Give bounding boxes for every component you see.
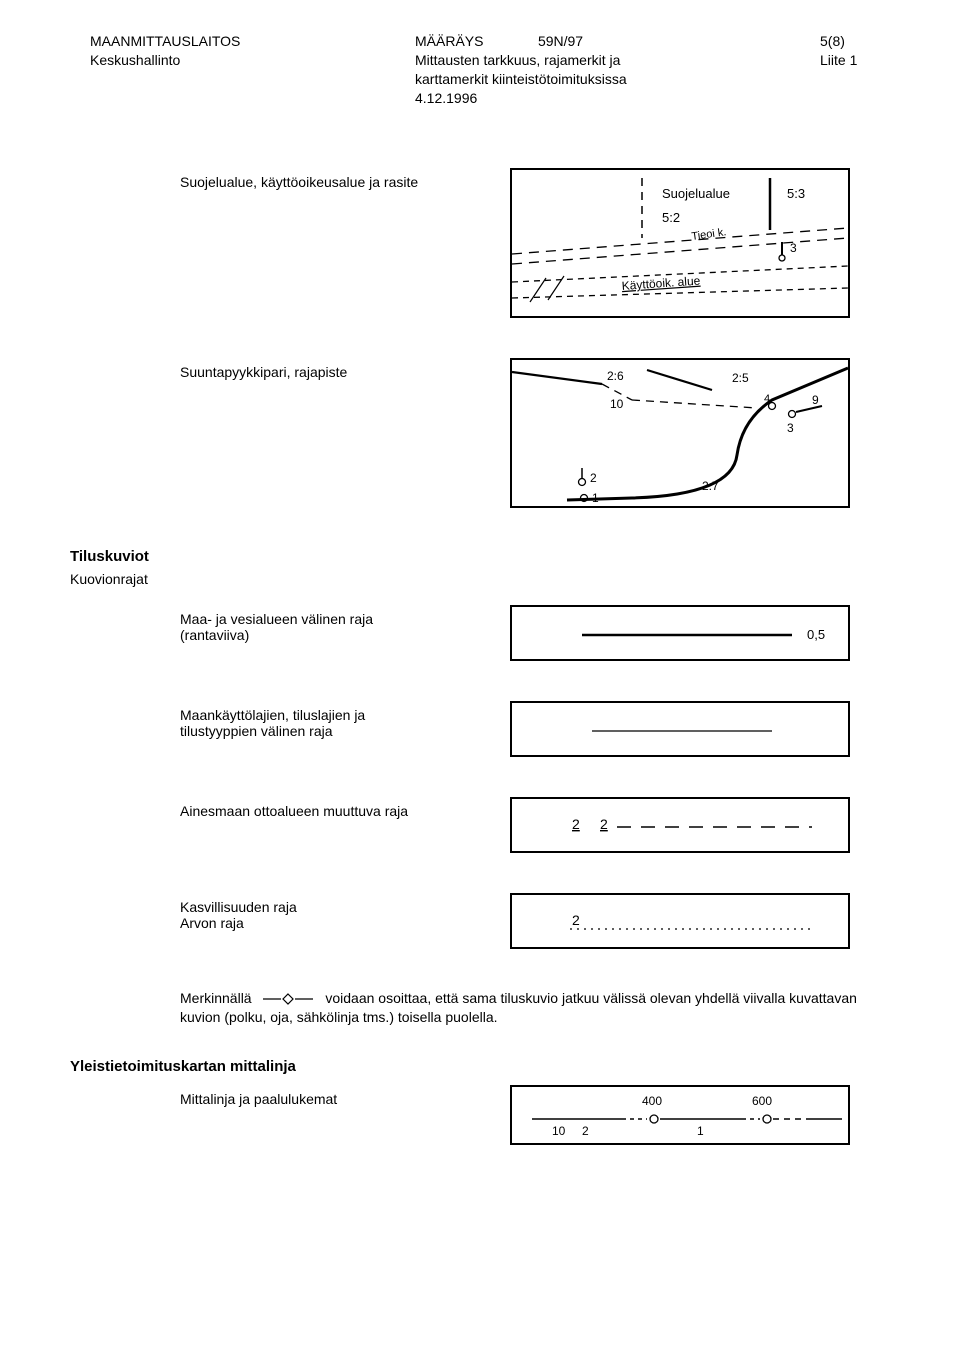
maankaytto-l2: tilustyyppien välinen raja: [180, 723, 510, 739]
txt-m1: 1: [697, 1124, 704, 1138]
txt-10: 10: [610, 397, 624, 411]
org-name: MAANMITTAUSLAITOS: [90, 32, 310, 51]
txt-25: 2:5: [732, 371, 749, 385]
txt-05: 0,5: [807, 627, 825, 642]
label-maankaytto: Maankäyttölajien, tiluslajien ja tilusty…: [180, 701, 510, 739]
row-maankaytto: Maankäyttölajien, tiluslajien ja tilusty…: [180, 701, 900, 757]
label-kuvionrajat: Kuovionrajat: [70, 571, 900, 587]
page-header: MAANMITTAUSLAITOS Keskushallinto MÄÄRÄYS…: [90, 32, 900, 108]
figure-rantaviiva: 0,5: [510, 605, 870, 661]
svg-kasvillisuus: 2: [512, 895, 848, 947]
txt-400: 400: [642, 1094, 662, 1108]
diagram-suojelualue: Suojelualue 5:2 5:3 Tieoi k. 3 Käyttöoik…: [510, 168, 850, 318]
svg-mittalinja: 400 600 10 2 1: [512, 1087, 848, 1143]
diagram-rantaviiva: 0,5: [510, 605, 850, 661]
figure-ainesmaa: 2 2: [510, 797, 870, 853]
txt-4: 4: [764, 393, 770, 405]
doc-type-line: MÄÄRÄYS 59N/97: [415, 32, 715, 51]
txt-52: 5:2: [662, 210, 680, 225]
header-mid: MÄÄRÄYS 59N/97 Mittausten tarkkuus, raja…: [415, 32, 715, 108]
header-left: MAANMITTAUSLAITOS Keskushallinto: [90, 32, 310, 108]
diagram-kasvillisuus: 2: [510, 893, 850, 949]
row-suojelualue: Suojelualue, käyttöoikeusalue ja rasite …: [180, 168, 900, 318]
txt-3b: 3: [787, 421, 794, 435]
txt-2: 2: [590, 471, 597, 485]
txt-m2: 2: [582, 1124, 589, 1138]
doc-no: 59N/97: [538, 33, 583, 49]
txt-53: 5:3: [787, 186, 805, 201]
figure-maankaytto: [510, 701, 870, 757]
row-suunta: Suuntapyykkipari, rajapiste 2:6 2:5 10 4: [180, 358, 900, 508]
txt-22b: 2: [600, 816, 608, 832]
note-paragraph: Merkinnällä voidaan osoittaa, että sama …: [180, 989, 880, 1028]
diagram-suunta: 2:6 2:5 10 4 9 3 2: [510, 358, 850, 508]
txt-tieoik: Tieoi k.: [691, 226, 727, 243]
doc-type: MÄÄRÄYS: [415, 33, 483, 49]
subtitle2: karttamerkit kiinteistötoimituksissa: [415, 70, 715, 89]
svg-suunta: 2:6 2:5 10 4 9 3 2: [512, 360, 848, 506]
svg-maankaytto: [512, 703, 848, 755]
heading-mittalinja: Yleistietoimituskartan mittalinja: [70, 1058, 900, 1075]
label-ainesmaa: Ainesmaan ottoalueen muuttuva raja: [180, 797, 510, 819]
figure-suunta: 2:6 2:5 10 4 9 3 2: [510, 358, 870, 508]
diagram-maankaytto: [510, 701, 850, 757]
figure-suojelualue: Suojelualue 5:2 5:3 Tieoi k. 3 Käyttöoik…: [510, 168, 870, 318]
label-suunta: Suuntapyykkipari, rajapiste: [180, 358, 510, 380]
page-no: 5(8): [820, 32, 900, 51]
txt-27: 2:7: [702, 479, 719, 493]
kasvi-l1: Kasvillisuuden raja: [180, 899, 510, 915]
txt-k2: 2: [572, 912, 580, 928]
row-rantaviiva: Maa- ja vesialueen välinen raja (rantavi…: [180, 605, 900, 661]
figure-mittalinja: 400 600 10 2 1: [510, 1085, 870, 1145]
appendix: Liite 1: [820, 51, 900, 70]
kasvi-l2: Arvon raja: [180, 915, 510, 931]
label-kasvillisuus: Kasvillisuuden raja Arvon raja: [180, 893, 510, 931]
txt-3: 3: [790, 241, 797, 255]
txt-22a: 2: [572, 816, 580, 832]
txt-9: 9: [812, 393, 819, 407]
txt-m10: 10: [552, 1124, 566, 1138]
txt-suojelualue: Suojelualue: [662, 186, 730, 201]
note-prefix: Merkinnällä: [180, 990, 252, 1006]
txt-600: 600: [752, 1094, 772, 1108]
row-ainesmaa: Ainesmaan ottoalueen muuttuva raja 2 2: [180, 797, 900, 853]
label-rantaviiva: Maa- ja vesialueen välinen raja (rantavi…: [180, 605, 510, 643]
maankaytto-l1: Maankäyttölajien, tiluslajien ja: [180, 707, 510, 723]
rantaviiva-l2: (rantaviiva): [180, 627, 510, 643]
diagram-mittalinja: 400 600 10 2 1: [510, 1085, 850, 1145]
figure-kasvillisuus: 2: [510, 893, 870, 949]
dept-name: Keskushallinto: [90, 51, 310, 70]
txt-1: 1: [592, 491, 599, 505]
svg-rantaviiva: 0,5: [512, 607, 848, 659]
row-mittalinja: Mittalinja ja paalulukemat 400 600 10 2 …: [180, 1085, 900, 1145]
svg-ainesmaa: 2 2: [512, 799, 848, 851]
subtitle1: Mittausten tarkkuus, rajamerkit ja: [415, 51, 715, 70]
note-symbol: [263, 992, 313, 1006]
row-kasvillisuus: Kasvillisuuden raja Arvon raja 2: [180, 893, 900, 949]
diagram-ainesmaa: 2 2: [510, 797, 850, 853]
rantaviiva-l1: Maa- ja vesialueen välinen raja: [180, 611, 510, 627]
txt-26: 2:6: [607, 369, 624, 383]
svg-suojelualue: Suojelualue 5:2 5:3 Tieoi k. 3 Käyttöoik…: [512, 170, 848, 316]
doc-date: 4.12.1996: [415, 89, 715, 108]
label-mittalinja: Mittalinja ja paalulukemat: [180, 1085, 510, 1107]
label-suojelualue: Suojelualue, käyttöoikeusalue ja rasite: [180, 168, 510, 190]
heading-tiluskuviot: Tiluskuviot: [70, 548, 900, 565]
header-right: 5(8) Liite 1: [820, 32, 900, 108]
